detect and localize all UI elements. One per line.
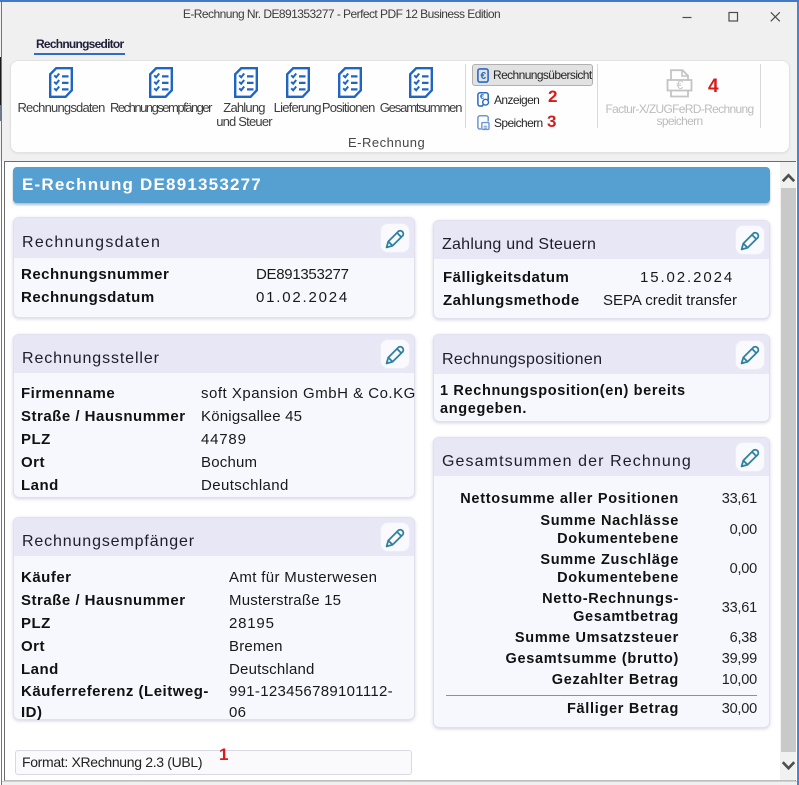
svg-text:€: € (676, 78, 683, 92)
svg-text:€: € (480, 92, 485, 101)
svg-text:€: € (481, 71, 487, 82)
